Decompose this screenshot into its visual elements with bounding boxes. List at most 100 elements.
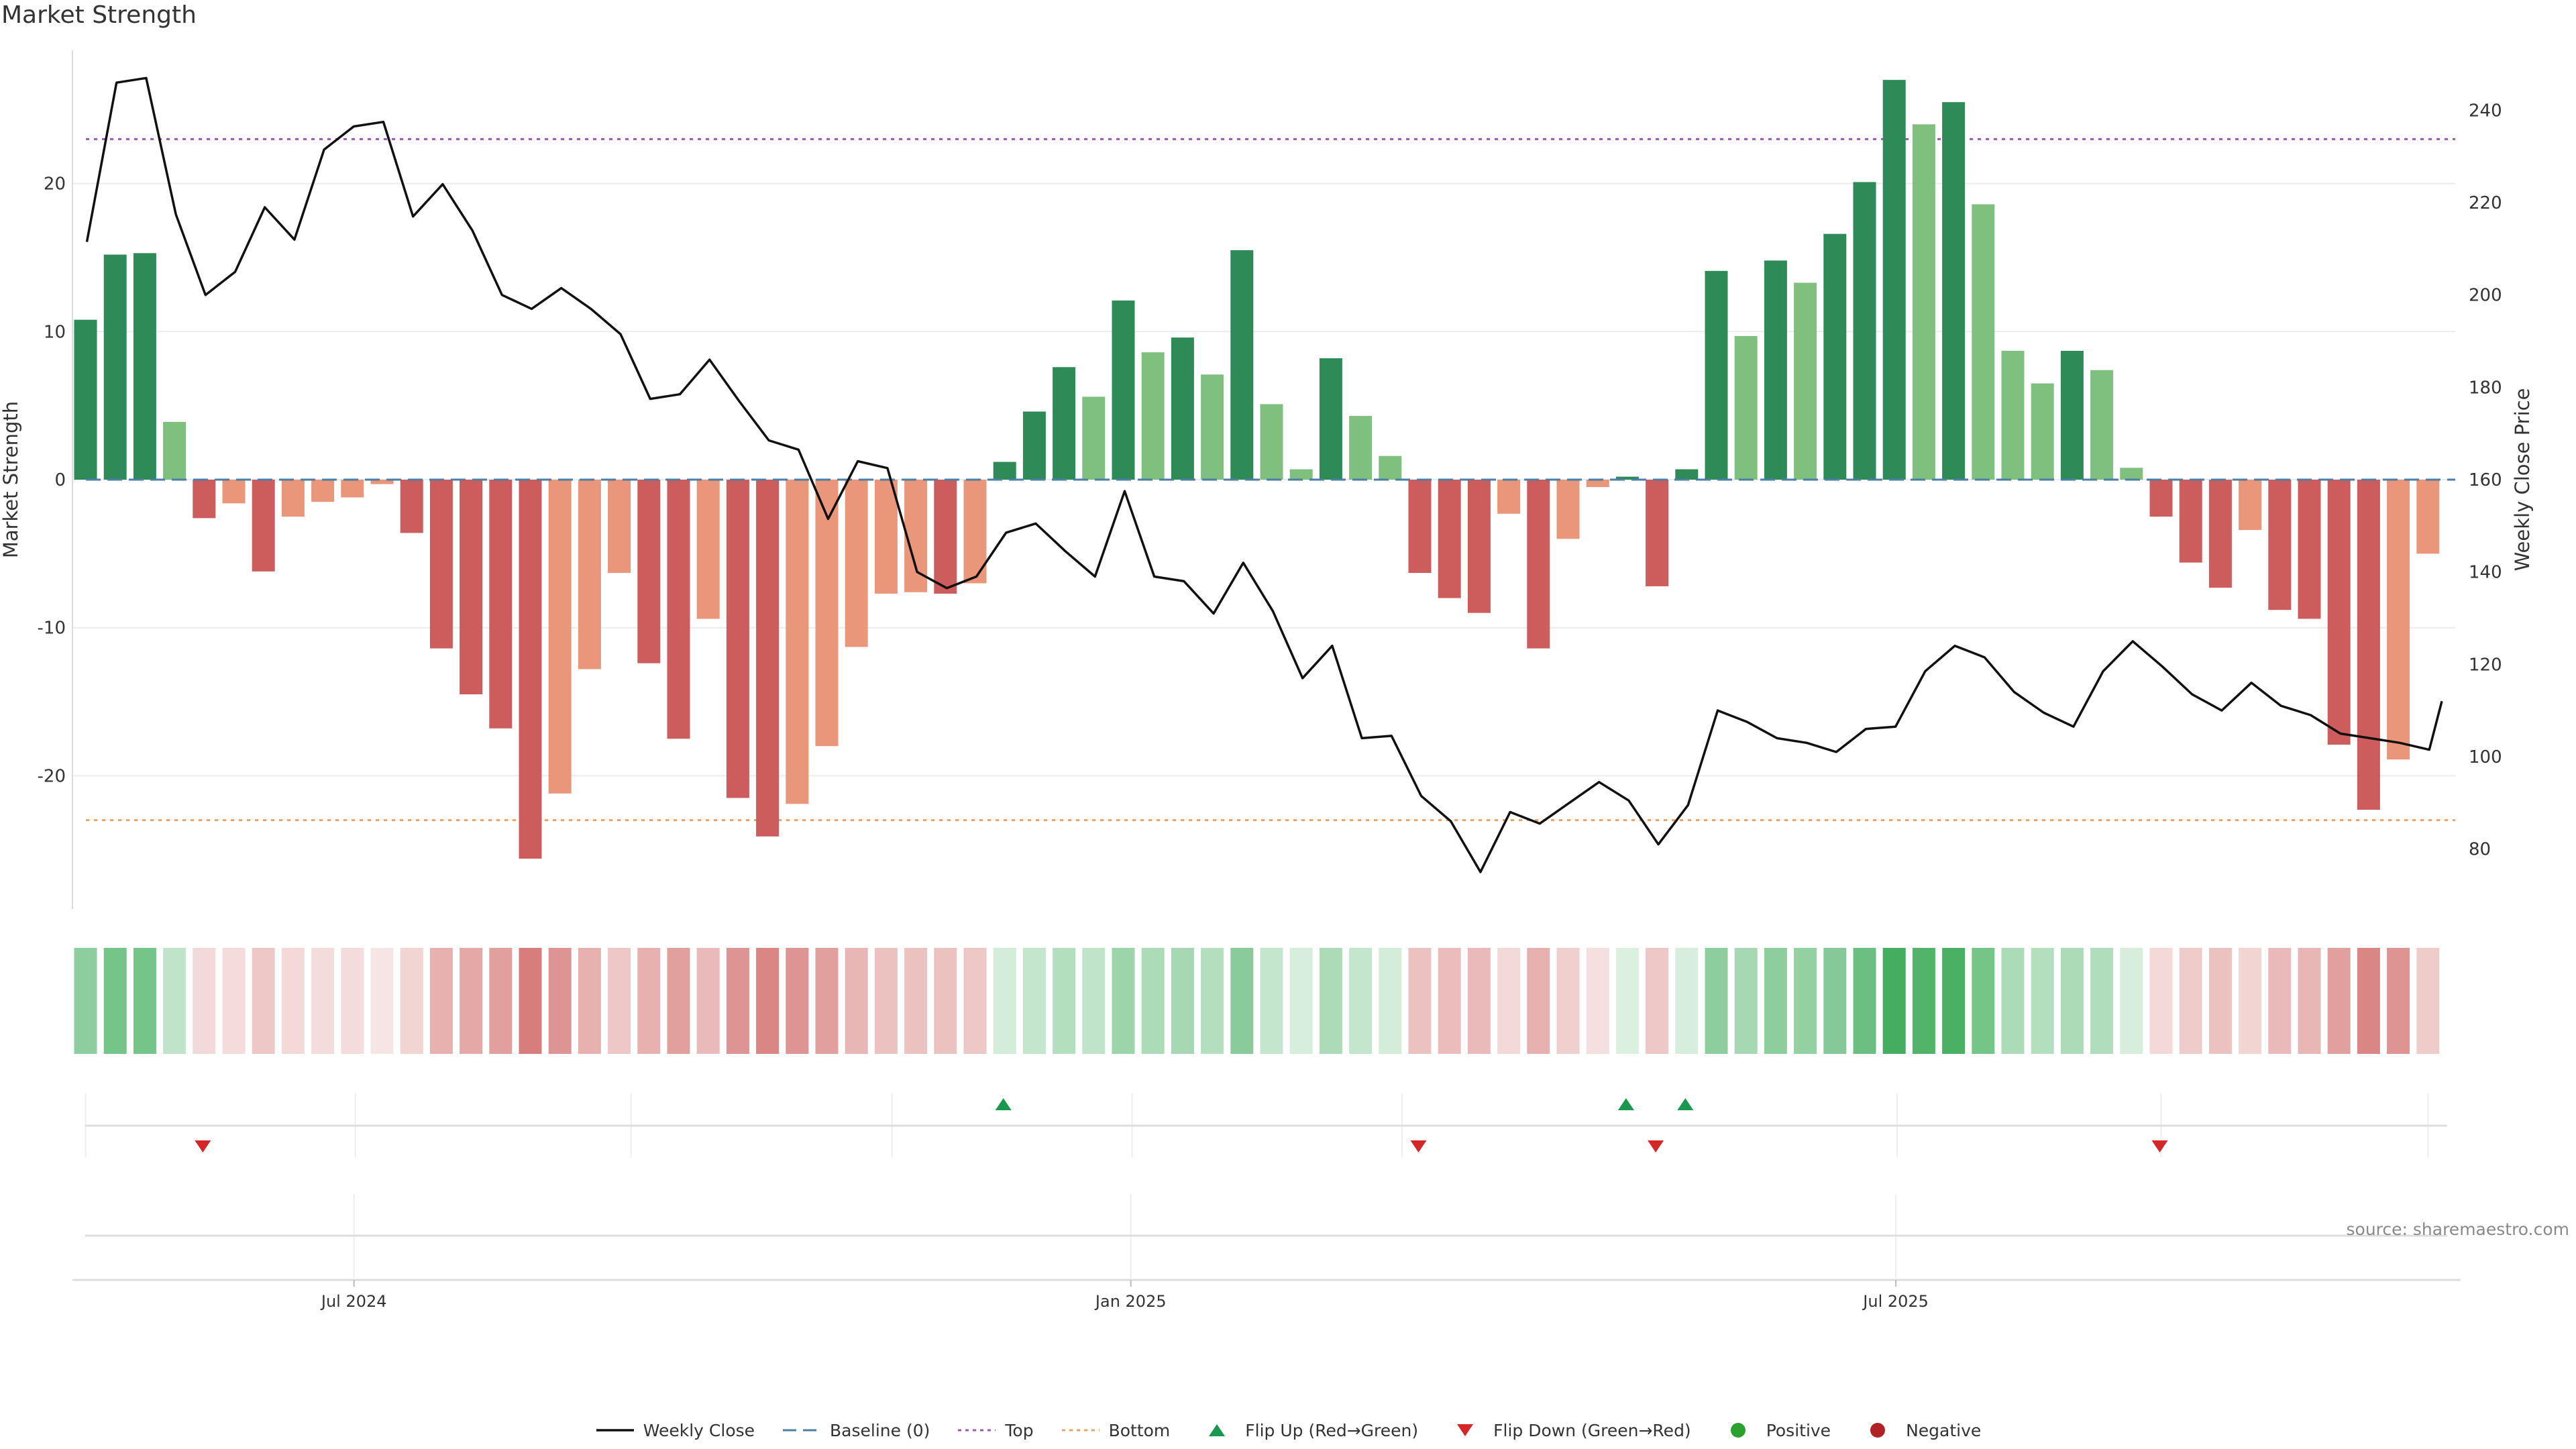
strength-bar bbox=[2031, 383, 2054, 480]
heat-cell bbox=[548, 948, 572, 1054]
heat-cell bbox=[1972, 948, 1995, 1054]
heat-cell bbox=[1527, 948, 1550, 1054]
strength-bar bbox=[1141, 352, 1165, 480]
y-tick-label: 20 bbox=[44, 174, 66, 195]
heat-cell bbox=[1823, 948, 1847, 1054]
heat-cell bbox=[1764, 948, 1787, 1054]
heat-cell bbox=[2268, 948, 2292, 1054]
strength-bar bbox=[1942, 102, 1966, 480]
heat-cell bbox=[1646, 948, 1669, 1054]
flip-down-marker bbox=[2151, 1140, 2168, 1152]
strength-bar bbox=[1615, 476, 1639, 480]
strength-bar bbox=[341, 480, 364, 498]
strength-bar bbox=[1201, 374, 1224, 480]
heat-cell bbox=[1349, 948, 1373, 1054]
y2-tick-label: 80 bbox=[2469, 840, 2491, 860]
strength-bar bbox=[578, 480, 601, 669]
heat-cell bbox=[1734, 948, 1758, 1054]
strength-bar bbox=[696, 480, 720, 619]
heat-cell bbox=[1289, 948, 1313, 1054]
strength-bar bbox=[667, 480, 690, 739]
strength-bar bbox=[1705, 270, 1728, 480]
legend-symbol-circle-pos bbox=[1730, 1423, 1746, 1438]
legend-label: Positive bbox=[1766, 1420, 1831, 1440]
y2-tick-label: 100 bbox=[2469, 747, 2502, 767]
heat-cell bbox=[1438, 948, 1461, 1054]
legend-label: Negative bbox=[1906, 1420, 1982, 1440]
flip-down-marker bbox=[195, 1140, 211, 1152]
heat-cell bbox=[904, 948, 928, 1054]
heat-cell bbox=[726, 948, 749, 1054]
strength-bar bbox=[993, 462, 1016, 480]
strength-bar bbox=[1972, 204, 1995, 480]
strength-bar bbox=[103, 254, 127, 480]
strength-bar bbox=[2060, 351, 2084, 480]
strength-bar bbox=[548, 480, 572, 794]
strength-bar bbox=[845, 480, 868, 647]
heat-cell bbox=[1467, 948, 1491, 1054]
heat-cell bbox=[1882, 948, 1906, 1054]
legend-symbol-dot-top bbox=[958, 1429, 996, 1432]
heat-cell bbox=[786, 948, 809, 1054]
heat-cell bbox=[489, 948, 513, 1054]
heat-cell bbox=[341, 948, 364, 1054]
legend-item: Baseline (0) bbox=[782, 1420, 930, 1440]
strength-bar bbox=[904, 480, 928, 592]
heat-cell bbox=[103, 948, 127, 1054]
heat-cell bbox=[815, 948, 839, 1054]
strength-bar bbox=[1438, 480, 1461, 598]
strength-bar bbox=[2001, 351, 2025, 480]
y-axis-label: Market Strength bbox=[0, 401, 22, 558]
heat-cell bbox=[963, 948, 987, 1054]
strength-bar bbox=[519, 480, 542, 859]
y2-tick-label: 220 bbox=[2469, 193, 2502, 213]
heat-cell bbox=[1497, 948, 1521, 1054]
heat-cell bbox=[1171, 948, 1194, 1054]
y2-tick-label: 160 bbox=[2469, 470, 2502, 490]
strength-bar bbox=[1379, 455, 1402, 480]
heat-cell bbox=[163, 948, 186, 1054]
strength-bar bbox=[815, 480, 839, 747]
heat-cell bbox=[1082, 948, 1106, 1054]
strength-bar bbox=[1764, 260, 1787, 480]
strength-bar bbox=[786, 480, 809, 804]
y-tick-label: 10 bbox=[44, 322, 66, 342]
heat-cell bbox=[934, 948, 957, 1054]
strength-bar bbox=[460, 480, 483, 694]
source-note: source: sharemaestro.com bbox=[2346, 1220, 2570, 1239]
flip-up-marker bbox=[1617, 1098, 1634, 1110]
strength-bar bbox=[874, 480, 898, 594]
heat-cell bbox=[2357, 948, 2380, 1054]
strength-bar bbox=[2357, 480, 2380, 810]
strength-bar bbox=[2387, 480, 2410, 760]
strength-bar bbox=[74, 319, 97, 480]
y2-tick-label: 200 bbox=[2469, 286, 2502, 306]
strength-bar bbox=[2416, 480, 2440, 554]
legend-symbol-circle-neg bbox=[1870, 1423, 1886, 1438]
strength-bar bbox=[429, 480, 453, 649]
heat-cell bbox=[1408, 948, 1432, 1054]
heat-cell bbox=[2179, 948, 2202, 1054]
strength-bar bbox=[1053, 367, 1076, 480]
heat-cell bbox=[1230, 948, 1254, 1054]
y-tick-label: -20 bbox=[38, 766, 66, 786]
heat-cell bbox=[2120, 948, 2143, 1054]
heat-cell bbox=[2149, 948, 2173, 1054]
strength-bar bbox=[1794, 282, 1817, 480]
legend-label: Flip Up (Red→Green) bbox=[1245, 1420, 1419, 1440]
weekly-close-line bbox=[85, 76, 2443, 873]
heat-cell bbox=[460, 948, 483, 1054]
heat-cell bbox=[2298, 948, 2321, 1054]
strength-bar bbox=[163, 421, 186, 480]
legend-item: Flip Up (Red→Green) bbox=[1197, 1420, 1418, 1440]
heat-cell bbox=[845, 948, 868, 1054]
strength-bar bbox=[1497, 480, 1521, 514]
strength-bar bbox=[608, 480, 631, 574]
heat-cell bbox=[2031, 948, 2054, 1054]
strength-bar bbox=[2327, 480, 2351, 745]
chart-title: Market Strength bbox=[1, 1, 197, 29]
legend-symbol-tri-down bbox=[1457, 1424, 1474, 1436]
heat-cell bbox=[1319, 948, 1342, 1054]
heat-cell bbox=[608, 948, 631, 1054]
strength-bar bbox=[1349, 416, 1373, 480]
